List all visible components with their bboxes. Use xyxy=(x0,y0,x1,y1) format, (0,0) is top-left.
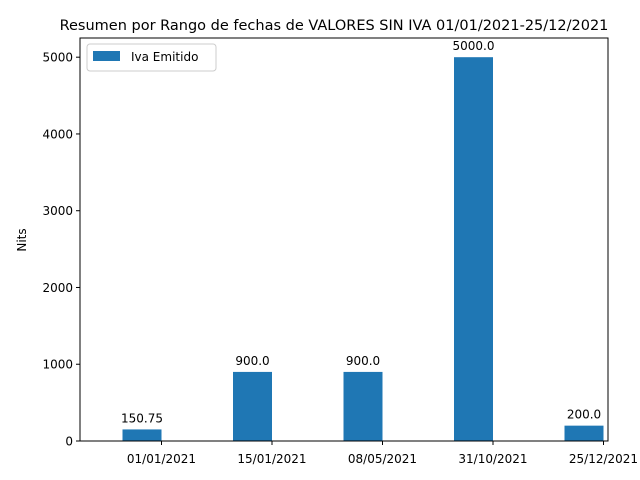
legend-box xyxy=(86,43,217,72)
x-tick-label: 25/12/2021 xyxy=(569,452,638,466)
legend-label: Iva Emitido xyxy=(131,50,198,64)
bar xyxy=(343,371,383,441)
bar xyxy=(564,425,604,441)
bars-group xyxy=(122,57,604,441)
data-label: 900.0 xyxy=(346,354,380,368)
data-label: 900.0 xyxy=(235,354,269,368)
y-tick-label: 1000 xyxy=(42,358,73,372)
x-tick-label: 01/01/2021 xyxy=(127,452,196,466)
x-ticks-group: 01/01/2021 15/01/2021 08/05/2021 31/10/2021… xyxy=(127,441,638,466)
plot-frame xyxy=(79,37,609,442)
bar xyxy=(122,429,162,441)
bar xyxy=(233,371,272,441)
y-tick-label: 4000 xyxy=(42,127,73,141)
data-label: 150.75 xyxy=(121,411,163,425)
y-axis-label: Nits xyxy=(15,228,29,251)
data-label: 200.0 xyxy=(567,408,601,422)
legend: Iva Emitido xyxy=(86,43,217,72)
x-tick-label: 08/05/2021 xyxy=(348,452,417,466)
data-labels-group: 150.75 900.0 900.0 5000.0 200.0 xyxy=(121,39,601,425)
data-label: 5000.0 xyxy=(453,39,495,53)
chart-title: Resumen por Rango de fechas de VALORES S… xyxy=(60,18,609,34)
y-tick-label: 3000 xyxy=(42,204,73,218)
x-tick-label: 31/10/2021 xyxy=(458,452,527,466)
bar xyxy=(454,57,493,441)
y-tick-label: 5000 xyxy=(42,51,73,65)
legend-swatch xyxy=(93,51,120,61)
y-ticks-group: 0 1000 2000 3000 4000 5000 xyxy=(42,51,80,449)
y-tick-label: 0 xyxy=(65,435,73,449)
y-tick-label: 2000 xyxy=(42,281,73,295)
x-tick-label: 15/01/2021 xyxy=(237,452,306,466)
